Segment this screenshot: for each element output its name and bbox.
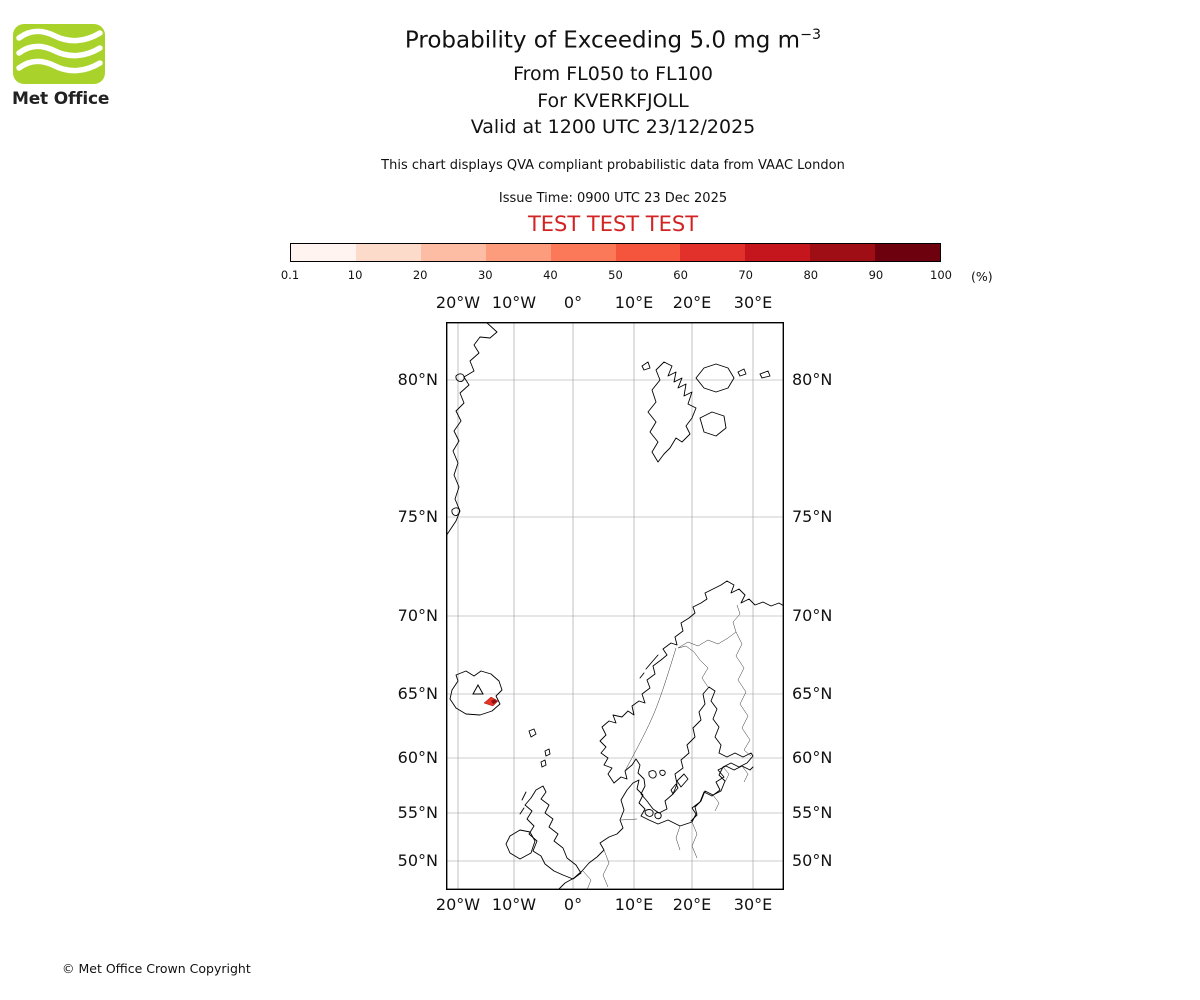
ash-core xyxy=(491,699,497,704)
sweden-baltic-coastline xyxy=(613,686,754,822)
lon-label-bottom: 10°E xyxy=(614,895,654,914)
qva-description: This chart displays QVA compliant probab… xyxy=(381,158,845,173)
title-prefix: Probability of Exceeding 5.0 mg m xyxy=(404,27,801,54)
colorbar-tick-label: 90 xyxy=(868,268,884,282)
lat-label-right: 55°N xyxy=(792,803,833,822)
page-title: Probability of Exceeding 5.0 mg m−3 xyxy=(13,27,1200,54)
map-svg xyxy=(445,321,785,891)
colorbar-segment xyxy=(420,244,486,261)
lon-label-top: 10°W xyxy=(491,293,537,312)
lat-label-left: 55°N xyxy=(397,803,438,822)
lat-label-right: 60°N xyxy=(792,748,833,767)
swedish-lakes xyxy=(648,769,666,779)
lon-label-bottom: 0° xyxy=(563,895,583,914)
colorbar-tick-label: 80 xyxy=(803,268,819,282)
colorbar-unit-label: (%) xyxy=(971,269,993,284)
subtitle-volcano: For KVERKFJOLL xyxy=(537,90,689,112)
met-office-logo-icon xyxy=(13,24,105,84)
lat-label-right: 80°N xyxy=(792,370,833,389)
copyright-notice: © Met Office Crown Copyright xyxy=(62,961,251,976)
ireland-coastline xyxy=(505,829,536,860)
colorbar-tick-label: 30 xyxy=(477,268,493,282)
colorbar-segment xyxy=(810,244,876,261)
met-office-logo xyxy=(13,24,133,88)
colorbar-segment xyxy=(355,244,421,261)
lat-label-right: 75°N xyxy=(792,507,833,526)
colorbar-segment xyxy=(745,244,811,261)
colorbar-tick-label: 60 xyxy=(673,268,688,282)
colorbar-ticks: 0.1 10 20 30 40 50 60 70 80 90 100 xyxy=(281,268,952,284)
map-grid xyxy=(446,322,784,890)
svalbard-coastline xyxy=(641,361,771,463)
test-banner: TEST TEST TEST xyxy=(527,212,699,236)
issue-time: Issue Time: 0900 UTC 23 Dec 2025 xyxy=(498,191,728,206)
colorbar-tick-label: 0.1 xyxy=(280,268,300,282)
logo-waves xyxy=(16,28,103,74)
lon-label-top: 0° xyxy=(563,293,583,312)
title-exponent: −3 xyxy=(800,27,822,43)
lon-label-bottom: 30°E xyxy=(733,895,773,914)
greenland-islands xyxy=(451,373,465,517)
lon-label-bottom: 10°W xyxy=(491,895,537,914)
gotland-oland-islands xyxy=(670,773,689,795)
lat-label-left: 80°N xyxy=(397,370,438,389)
colorbar-tick-label: 20 xyxy=(412,268,428,282)
faroe-shetland-islands xyxy=(528,728,551,768)
colorbar-tick-label: 70 xyxy=(738,268,754,282)
lat-label-left: 70°N xyxy=(397,606,438,625)
lon-label-top: 30°E xyxy=(733,293,773,312)
country-borders xyxy=(582,604,752,891)
lon-label-top: 20°E xyxy=(672,293,712,312)
great-britain-coastline xyxy=(524,785,582,880)
denmark-islands xyxy=(644,809,662,820)
colorbar-tick-label: 40 xyxy=(543,268,558,282)
ash-plume xyxy=(472,683,499,707)
lat-label-left: 60°N xyxy=(397,748,438,767)
lon-label-top: 10°E xyxy=(614,293,654,312)
lat-label-right: 70°N xyxy=(792,606,833,625)
subtitle-flight-levels: From FL050 to FL100 xyxy=(513,63,713,85)
lat-label-right: 50°N xyxy=(792,851,833,870)
coastlines xyxy=(445,321,785,891)
lon-label-bottom: 20°E xyxy=(672,895,712,914)
colorbar-segment xyxy=(875,244,941,261)
norway-coastline xyxy=(599,580,785,784)
colorbar-segment xyxy=(291,244,356,261)
lat-label-left: 65°N xyxy=(397,684,438,703)
greenland-coastline xyxy=(445,321,498,537)
colorbar-gradient xyxy=(290,243,941,262)
colorbar-tick-label: 50 xyxy=(608,268,623,282)
lat-label-left: 50°N xyxy=(397,851,438,870)
volcano-marker xyxy=(472,683,484,695)
lon-label-bottom: 20°W xyxy=(435,895,481,914)
subtitle-valid-time: Valid at 1200 UTC 23/12/2025 xyxy=(470,116,756,138)
colorbar-segment xyxy=(680,244,746,261)
hebrides-islands xyxy=(519,791,527,815)
colorbar-segment xyxy=(615,244,681,261)
lat-label-left: 75°N xyxy=(397,507,438,526)
colorbar-segment xyxy=(550,244,616,261)
lat-label-right: 65°N xyxy=(792,684,833,703)
map-border xyxy=(445,321,785,890)
iceland-coastline xyxy=(449,670,503,716)
lofoten-islands xyxy=(639,654,659,679)
colorbar-segment xyxy=(485,244,551,261)
continental-europe-coastline xyxy=(557,765,754,891)
colorbar-tick-label: 100 xyxy=(930,268,952,282)
lon-label-top: 20°W xyxy=(435,293,481,312)
met-office-wordmark: Met Office xyxy=(12,89,110,109)
map-region xyxy=(445,321,785,891)
colorbar-tick-label: 10 xyxy=(347,268,363,282)
